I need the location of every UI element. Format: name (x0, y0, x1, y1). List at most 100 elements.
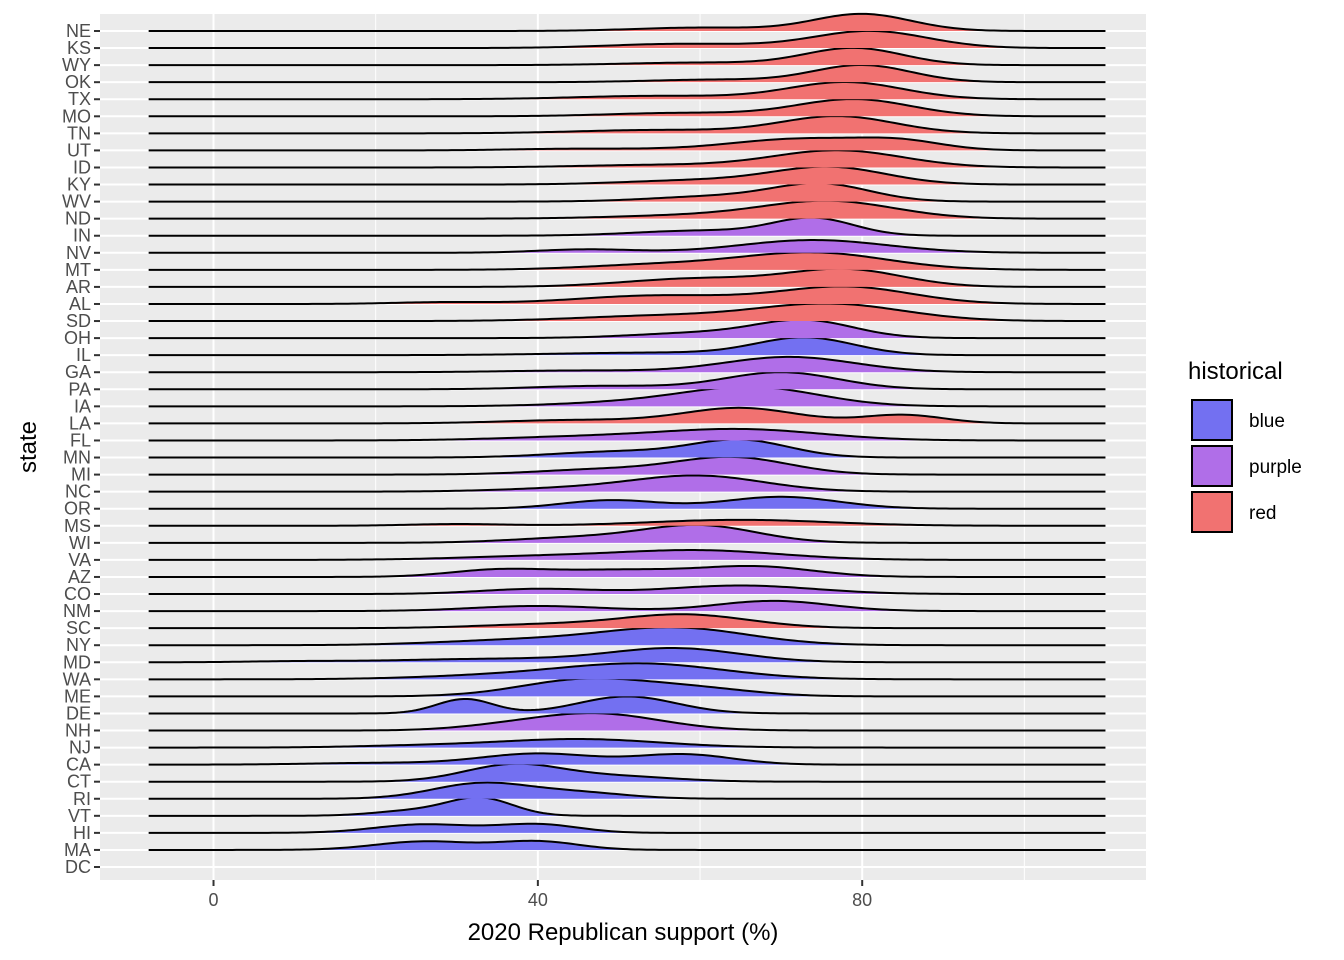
ridge-line-nj (148, 737, 1106, 749)
ridge-la (148, 406, 1106, 425)
y-tick-label: AL (69, 294, 91, 314)
ridge-mo (148, 98, 1106, 118)
ridge-fill-wa (148, 663, 1106, 680)
ridge-wa (148, 662, 1106, 681)
ridge-fill-mt (148, 252, 1106, 270)
ridge-ct (148, 762, 1106, 783)
ridge-fill-ia (148, 386, 1106, 407)
ridge-line-in (148, 216, 1106, 237)
legend-label-red: red (1249, 503, 1276, 524)
ridge-id (148, 149, 1106, 169)
ridge-line-oh (148, 318, 1106, 340)
y-tick-label: PA (68, 379, 91, 399)
ridge-line-or (148, 495, 1106, 510)
ridge-fill-md (148, 648, 1106, 663)
legend-label-purple: purple (1249, 457, 1302, 478)
ridge-fill-oh (148, 319, 1106, 339)
y-tick-label: CO (64, 584, 91, 604)
ridge-fill-wy (148, 47, 1106, 66)
ridge-line-tn (148, 115, 1106, 135)
legend: historical blue purple red (1188, 358, 1302, 533)
y-tick-label: ME (64, 686, 91, 706)
ridge-line-nv (148, 239, 1106, 254)
ridge-line-wi (148, 523, 1106, 544)
ridge-ny (148, 626, 1106, 647)
ridge-ut (148, 136, 1106, 152)
ridge-line-ut (148, 136, 1106, 152)
y-tick-label: WY (62, 55, 91, 75)
ridge-line-nm (148, 599, 1106, 613)
y-axis: NEKSWYOKTXMOTNUTIDKYWVNDINNVMTARALSDOHIL… (62, 21, 100, 877)
x-axis: 0 40 80 (209, 880, 872, 910)
x-tick-label: 0 (209, 890, 219, 910)
ridge-ri (148, 781, 1106, 800)
ridge-line-mt (148, 251, 1106, 271)
ridge-fill-ma (148, 840, 1106, 850)
ridge-nd (148, 199, 1106, 220)
ridge-fill-nc (148, 475, 1106, 492)
ridge-fill-ar (148, 268, 1106, 287)
ridge-ga (148, 355, 1106, 374)
ridge-line-nc (148, 474, 1106, 493)
ridge-fill-ny (148, 627, 1106, 646)
y-tick-label: SD (66, 311, 91, 331)
ridge-pa (148, 371, 1106, 391)
ridge-line-pa (148, 371, 1106, 391)
ridge-line-mn (148, 438, 1106, 459)
y-axis-title: state (15, 421, 42, 473)
ridge-ca (148, 752, 1106, 766)
y-tick-label: MD (63, 652, 91, 672)
ridge-de (148, 695, 1106, 715)
ridge-fill-de (148, 696, 1106, 714)
ridges (148, 12, 1106, 851)
y-tick-label: TX (68, 89, 91, 109)
ridge-line-co (148, 584, 1106, 596)
ridge-oh (148, 318, 1106, 340)
y-tick-label: IN (73, 226, 91, 246)
y-tick-label: NM (63, 601, 91, 621)
ridge-fill-ut (148, 137, 1106, 151)
x-tick-label: 40 (528, 890, 548, 910)
y-tick-label: TN (67, 123, 91, 143)
ridge-line-ca (148, 752, 1106, 766)
ridge-fill-tx (148, 82, 1106, 100)
y-tick-label: VA (68, 550, 91, 570)
y-tick-label: MT (65, 260, 91, 280)
ridge-ms (148, 518, 1106, 527)
y-tick-label: MS (64, 516, 91, 536)
ridge-fill-wi (148, 524, 1106, 543)
ridge-line-vt (148, 796, 1106, 817)
ridge-line-ar (148, 267, 1106, 288)
y-tick-label: IA (74, 396, 91, 416)
ridge-al (148, 285, 1106, 305)
y-tick-label: NC (65, 482, 91, 502)
ridge-wi (148, 523, 1106, 544)
ridge-md (148, 647, 1106, 664)
ridge-nj (148, 737, 1106, 749)
ridge-fill-nd (148, 200, 1106, 219)
ridge-ne (148, 12, 1106, 32)
ridge-line-sc (148, 613, 1106, 630)
y-tick-label: DC (65, 857, 91, 877)
y-tick-label: OR (64, 499, 91, 519)
ridge-sd (148, 302, 1106, 323)
ridge-hi (148, 822, 1106, 834)
ridge-fill-mn (148, 439, 1106, 458)
ridge-fill-me (148, 678, 1106, 697)
ridge-line-tx (148, 81, 1106, 101)
ridge-fill-hi (148, 823, 1106, 833)
ridge-fill-az (148, 565, 1106, 577)
ridge-line-wa (148, 662, 1106, 681)
ridge-ks (148, 29, 1106, 50)
ridge-ky (148, 165, 1106, 186)
legend-key-purple (1191, 445, 1233, 487)
ridge-nm (148, 599, 1106, 613)
y-tick-label: DE (66, 703, 91, 723)
ridge-line-nh (148, 712, 1106, 732)
legend-title: historical (1188, 358, 1283, 385)
ridge-fill-ne (148, 13, 1106, 31)
ridge-nc (148, 474, 1106, 493)
ridge-fill-tn (148, 116, 1106, 134)
ridge-wv (148, 182, 1106, 203)
ridge-line-ms (148, 518, 1106, 527)
